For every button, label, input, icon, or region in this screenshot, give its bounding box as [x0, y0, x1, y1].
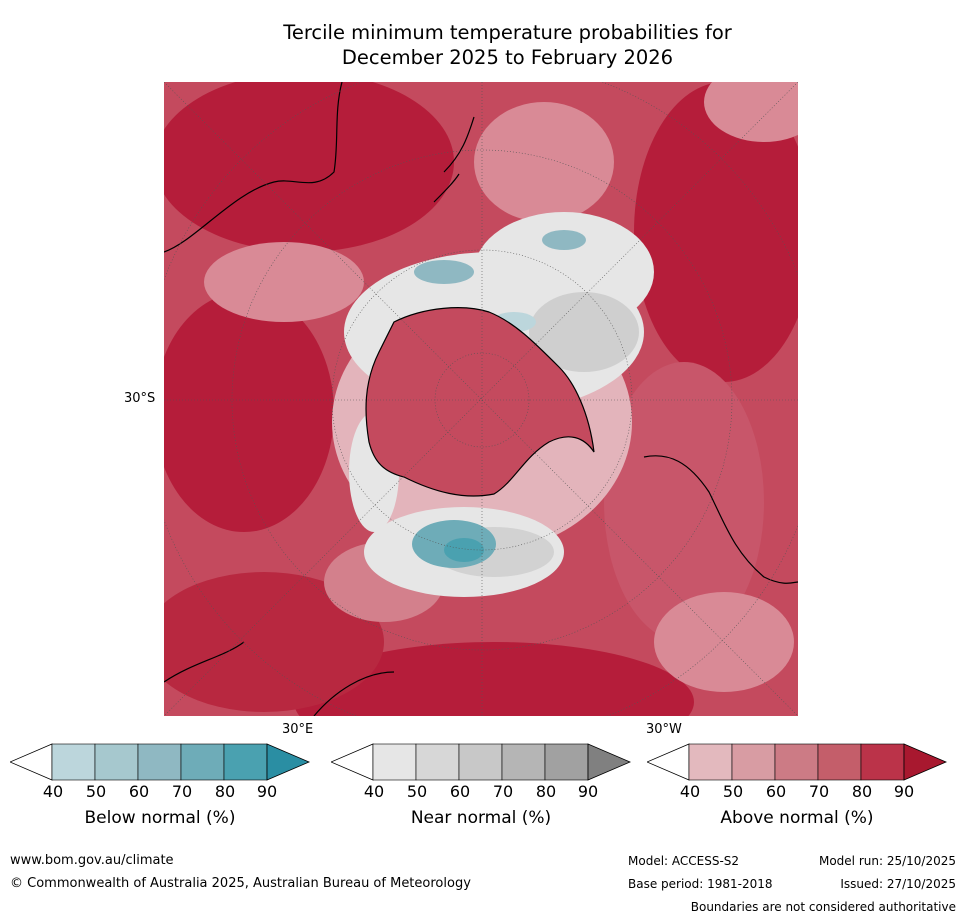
- colorbar-segment: [774, 743, 819, 781]
- above-tick: 70: [808, 782, 830, 801]
- below-tick: 80: [214, 782, 236, 801]
- above-normal-variations: [164, 82, 798, 716]
- near-tick: 80: [535, 782, 557, 801]
- colorbar-segment: [817, 743, 862, 781]
- below-tick: 60: [128, 782, 150, 801]
- below-normal-label: Below normal (%): [84, 808, 236, 828]
- above-tick: 60: [765, 782, 787, 801]
- near-tick: 70: [492, 782, 514, 801]
- near-tick: 50: [406, 782, 428, 801]
- colorbar-segment: [180, 743, 225, 781]
- near-tick: 90: [577, 782, 599, 801]
- near-tick: 60: [449, 782, 471, 801]
- probability-map: [164, 82, 798, 716]
- colorbar-segment: [501, 743, 546, 781]
- near-tick: 40: [363, 782, 385, 801]
- disclaimer: Boundaries are not considered authoritat…: [690, 900, 956, 914]
- copyright: © Commonwealth of Australia 2025, Austra…: [10, 876, 471, 891]
- africa-coast: [164, 641, 395, 716]
- base-period: Base period: 1981-2018: [628, 877, 773, 891]
- colorbar-segment: [372, 743, 417, 781]
- above-tick: 50: [722, 782, 744, 801]
- colorbar-segment: [544, 743, 589, 781]
- colorbar-segment: [51, 743, 96, 781]
- below-tick: 40: [42, 782, 64, 801]
- south-america-coast: [643, 455, 798, 584]
- below-tick: 90: [256, 782, 278, 801]
- map-title: Tercile minimum temperature probabilitie…: [165, 20, 850, 70]
- colorbar-segment: [688, 743, 733, 781]
- above-tick: 80: [851, 782, 873, 801]
- above-normal-colorbar: [647, 743, 947, 781]
- colorbar-segment: [860, 743, 905, 781]
- colorbar-segment: [731, 743, 776, 781]
- above-tick: 40: [679, 782, 701, 801]
- colorbar-segment: [458, 743, 503, 781]
- issued-date: Issued: 27/10/2025: [840, 877, 956, 891]
- antarctica: [365, 307, 595, 497]
- new-zealand-coast: [433, 116, 475, 203]
- near-normal-label: Near normal (%): [410, 808, 552, 828]
- lon-label-30w: 30°W: [646, 722, 682, 737]
- above-normal-label: Above normal (%): [720, 808, 874, 828]
- title-line-2: December 2025 to February 2026: [341, 46, 674, 69]
- colorbar-segment: [415, 743, 460, 781]
- lon-label-30e: 30°E: [282, 722, 314, 737]
- below-tick: 70: [171, 782, 193, 801]
- model-name: Model: ACCESS-S2: [628, 854, 740, 868]
- australia-coast: [164, 82, 343, 253]
- colorbar-segment: [94, 743, 139, 781]
- near-normal-colorbar: [331, 743, 631, 781]
- colorbar-segment: [137, 743, 182, 781]
- below-tick: 50: [85, 782, 107, 801]
- colorbar-segment: [223, 743, 268, 781]
- graticule: [164, 82, 798, 716]
- below-normal-colorbar: [10, 743, 310, 781]
- model-run: Model run: 25/10/2025: [818, 854, 956, 868]
- above-tick: 90: [893, 782, 915, 801]
- website-link[interactable]: www.bom.gov.au/climate: [10, 853, 174, 868]
- lat-label-30s: 30°S: [124, 391, 156, 406]
- title-line-1: Tercile minimum temperature probabilitie…: [283, 21, 732, 44]
